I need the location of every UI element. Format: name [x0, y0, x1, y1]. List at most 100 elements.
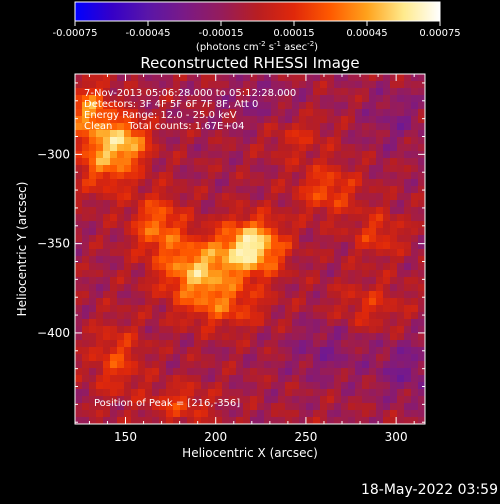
heatmap-cell — [166, 333, 174, 341]
heatmap-cell — [376, 326, 384, 334]
heatmap-cell — [89, 158, 97, 166]
heatmap-cell — [166, 305, 174, 313]
heatmap-cell — [138, 214, 146, 222]
heatmap-cell — [299, 102, 307, 110]
heatmap-cell — [418, 333, 426, 341]
heatmap-cell — [152, 305, 160, 313]
heatmap-cell — [369, 389, 377, 397]
heatmap-cell — [264, 291, 272, 299]
heatmap-cell — [89, 116, 97, 124]
heatmap-cell — [299, 144, 307, 152]
heatmap-cell — [411, 123, 419, 131]
heatmap-cell — [222, 417, 230, 425]
heatmap-cell — [117, 109, 125, 117]
heatmap-cell — [103, 256, 111, 264]
heatmap-cell — [383, 137, 391, 145]
heatmap-cell — [208, 354, 216, 362]
heatmap-cell — [271, 200, 279, 208]
heatmap-cell — [390, 102, 398, 110]
heatmap-cell — [271, 88, 279, 96]
heatmap-cell — [299, 277, 307, 285]
heatmap-cell — [89, 256, 97, 264]
heatmap-cell — [278, 312, 286, 320]
heatmap-cell — [369, 179, 377, 187]
heatmap-cell — [215, 389, 223, 397]
heatmap-cell — [320, 284, 328, 292]
heatmap-cell — [418, 270, 426, 278]
heatmap-cell — [173, 172, 181, 180]
heatmap-cell — [229, 109, 237, 117]
peak-position-label: Position of Peak = [216,-356] — [94, 398, 240, 409]
heatmap-cell — [138, 242, 146, 250]
heatmap-cell — [215, 193, 223, 201]
heatmap-cell — [306, 186, 314, 194]
heatmap-cell — [166, 403, 174, 411]
heatmap-cell — [124, 312, 132, 320]
heatmap-cell — [278, 249, 286, 257]
heatmap-cell — [397, 214, 405, 222]
heatmap-cell — [278, 95, 286, 103]
heatmap-cell — [75, 291, 83, 299]
y-tick-label: −300 — [37, 147, 70, 161]
heatmap-cell — [327, 368, 335, 376]
heatmap-cell — [103, 207, 111, 215]
heatmap-cell — [222, 375, 230, 383]
heatmap-cell — [369, 158, 377, 166]
heatmap-cell — [110, 81, 118, 89]
heatmap-cell — [397, 263, 405, 271]
heatmap-cell — [341, 109, 349, 117]
heatmap-cell — [369, 130, 377, 138]
heatmap-cell — [180, 396, 188, 404]
heatmap-cell — [355, 277, 363, 285]
heatmap-cell — [187, 186, 195, 194]
heatmap-cell — [341, 284, 349, 292]
heatmap-cell — [236, 249, 244, 257]
heatmap-cell — [89, 291, 97, 299]
heatmap-cell — [187, 102, 195, 110]
heatmap-cell — [145, 109, 153, 117]
heatmap-cell — [229, 137, 237, 145]
heatmap-cell — [215, 214, 223, 222]
heatmap-cell — [131, 179, 139, 187]
heatmap-cell — [376, 340, 384, 348]
heatmap-cell — [75, 130, 83, 138]
heatmap-cell — [383, 256, 391, 264]
heatmap-cell — [215, 95, 223, 103]
heatmap-cell — [348, 277, 356, 285]
heatmap-cell — [397, 284, 405, 292]
heatmap-cell — [257, 130, 265, 138]
heatmap-cell — [250, 298, 258, 306]
heatmap-cell — [110, 102, 118, 110]
heatmap-cell — [243, 410, 251, 418]
heatmap-cell — [166, 88, 174, 96]
heatmap-cell — [103, 298, 111, 306]
heatmap-cell — [243, 375, 251, 383]
heatmap-cell — [201, 368, 209, 376]
heatmap-cell — [215, 403, 223, 411]
heatmap-cell — [222, 270, 230, 278]
heatmap-cell — [229, 228, 237, 236]
heatmap-cell — [341, 340, 349, 348]
heatmap-cell — [173, 410, 181, 418]
annotation-detectors: Detectors: 3F 4F 5F 6F 7F 8F, Att 0 — [84, 99, 258, 110]
heatmap-cell — [75, 284, 83, 292]
heatmap-cell — [369, 172, 377, 180]
heatmap-cell — [229, 144, 237, 152]
heatmap-cell — [264, 137, 272, 145]
heatmap-cell — [131, 340, 139, 348]
heatmap-cell — [320, 242, 328, 250]
heatmap-cell — [222, 137, 230, 145]
heatmap-cell — [159, 333, 167, 341]
heatmap-cell — [96, 81, 104, 89]
heatmap-cell — [327, 123, 335, 131]
heatmap-cell — [250, 389, 258, 397]
heatmap-cell — [124, 256, 132, 264]
heatmap-cell — [124, 326, 132, 334]
heatmap-cell — [222, 291, 230, 299]
heatmap-cell — [145, 193, 153, 201]
heatmap-cell — [131, 74, 139, 82]
heatmap-cell — [145, 417, 153, 425]
heatmap-cell — [397, 193, 405, 201]
heatmap-cell — [334, 81, 342, 89]
heatmap-cell — [278, 165, 286, 173]
